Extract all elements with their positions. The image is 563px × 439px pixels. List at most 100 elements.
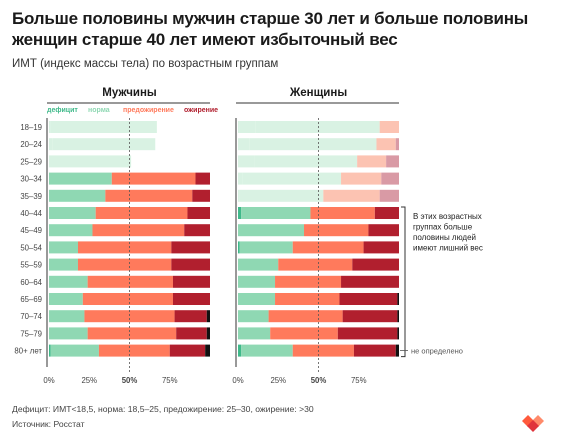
bar-segment-obesity: [368, 224, 399, 237]
row-label: 18–19: [20, 123, 42, 132]
bar-segment-preobesity: [95, 207, 188, 219]
row-label: 55–59: [20, 261, 42, 270]
x-tick-label: 25%: [81, 376, 97, 385]
x-tick-label: 75%: [351, 376, 367, 385]
bar-segment-normal: [238, 172, 243, 185]
bar-segment-faded_preobesity: [323, 189, 380, 202]
bar-segment-faded_normal: [242, 172, 342, 185]
bar-segment-obesity: [172, 275, 210, 288]
brand-logo-icon: [522, 415, 544, 432]
bar-segment-undefined: [395, 344, 399, 357]
bar-segment-deficit: [238, 121, 240, 133]
bar-segment-faded_preobesity: [341, 172, 382, 185]
bar-segment-preobesity: [304, 224, 369, 237]
bar-segment-normal: [49, 327, 88, 340]
bar-segment-normal: [238, 189, 240, 202]
bar-segment-faded_normal: [239, 189, 324, 202]
bar-segment-normal: [238, 258, 279, 271]
bar-segment-normal: [241, 344, 293, 357]
undefined-label: не определено: [411, 347, 463, 356]
bar-segment-normal: [49, 155, 132, 168]
row-label: 20–24: [20, 140, 42, 149]
bar-segment-obesity: [172, 293, 210, 305]
bar-segment-normal: [52, 138, 156, 151]
bar-segment-obesity: [195, 172, 210, 185]
annotation-line: В этих возрастных: [413, 212, 482, 221]
bar-segment-obesity: [171, 258, 210, 271]
bar-segment-normal: [238, 138, 250, 151]
bar-segment-obesity: [339, 293, 398, 305]
row-label: 80+ лет: [14, 347, 42, 356]
bar-segment-obesity: [374, 207, 399, 219]
bar-segment-obesity: [174, 310, 207, 323]
bar-segment-undefined: [397, 293, 399, 305]
bar-segment-normal: [238, 293, 276, 305]
bar-segment-faded_preobesity: [357, 155, 387, 168]
bar-segment-faded_preobesity: [379, 121, 399, 133]
bar-segment-preobesity: [77, 241, 172, 254]
bar-segment-preobesity: [292, 344, 354, 357]
row-label: 70–74: [20, 312, 42, 321]
legend-item-normal: норма: [88, 107, 110, 114]
bar-segment-deficit: [238, 241, 240, 254]
bar-segment-deficit: [49, 344, 51, 357]
bar-segment-obesity: [341, 275, 399, 288]
row-label: 45–49: [20, 226, 42, 235]
bar-segment-undefined: [397, 327, 399, 340]
bar-segment-undefined: [205, 344, 210, 357]
bar-segment-obesity: [352, 258, 399, 271]
bar-segment-normal: [239, 121, 256, 133]
panel-title: Женщины: [289, 87, 347, 99]
bar-segment-deficit: [238, 344, 242, 357]
bar-segment-obesity: [169, 344, 206, 357]
bar-segment-obesity: [342, 310, 398, 323]
row-label: 65–69: [20, 295, 42, 304]
bar-segment-preobesity: [84, 310, 175, 323]
bar-segment-preobesity: [111, 172, 196, 185]
bar-segment-undefined: [397, 310, 399, 323]
annotation-line: группах больше: [413, 223, 473, 232]
bar-segment-faded_obesity: [381, 172, 399, 185]
bar-segment-faded_preobesity: [376, 138, 396, 151]
legend-item-deficit: дефицит: [47, 107, 78, 114]
bar-segment-deficit: [49, 121, 51, 133]
bar-segment-normal: [238, 327, 271, 340]
bar-segment-obesity: [192, 189, 210, 202]
bar-segment-normal: [238, 155, 255, 168]
source-note: Источник: Росстат: [12, 419, 85, 429]
x-tick-label: 0%: [232, 376, 243, 385]
x-tick-label: 0%: [43, 376, 54, 385]
bar-segment-obesity: [171, 241, 210, 254]
bar-segment-obesity: [363, 241, 399, 254]
bar-segment-normal: [49, 275, 88, 288]
bar-segment-faded_obesity: [395, 138, 399, 151]
bar-segment-preobesity: [92, 224, 185, 237]
bar-segment-preobesity: [82, 293, 173, 305]
x-tick-label: 50%: [122, 376, 138, 385]
bar-segment-faded_normal: [254, 155, 358, 168]
annotation-line: половины людей: [413, 233, 476, 242]
bar-segment-normal: [238, 275, 276, 288]
legend-item-obesity: ожирение: [184, 107, 218, 114]
bar-segment-preobesity: [292, 241, 364, 254]
row-label: 25–29: [20, 157, 42, 166]
bar-segment-faded_normal: [255, 121, 380, 133]
bar-segment-faded_obesity: [379, 189, 399, 202]
chart-subtitle: ИМТ (индекс массы тела) по возрастным гр…: [12, 58, 279, 70]
footnote: Дефицит: ИМТ<18,5, норма: 18,5–25, предо…: [12, 404, 314, 414]
bar-segment-faded_normal: [249, 138, 377, 151]
bar-segment-obesity: [176, 327, 207, 340]
row-label: 30–34: [20, 175, 42, 184]
bar-segment-preobesity: [98, 344, 170, 357]
bar-segment-preobesity: [310, 207, 375, 219]
bar-segment-normal: [50, 344, 99, 357]
annotation-line: имеют лишний вес: [413, 244, 483, 253]
bar-segment-normal: [49, 241, 78, 254]
bar-segment-preobesity: [87, 327, 177, 340]
bar-segment-normal: [50, 121, 157, 133]
row-label: 60–64: [20, 278, 42, 287]
row-label: 75–79: [20, 329, 42, 338]
bar-segment-preobesity: [275, 275, 342, 288]
bar-segment-preobesity: [270, 327, 338, 340]
